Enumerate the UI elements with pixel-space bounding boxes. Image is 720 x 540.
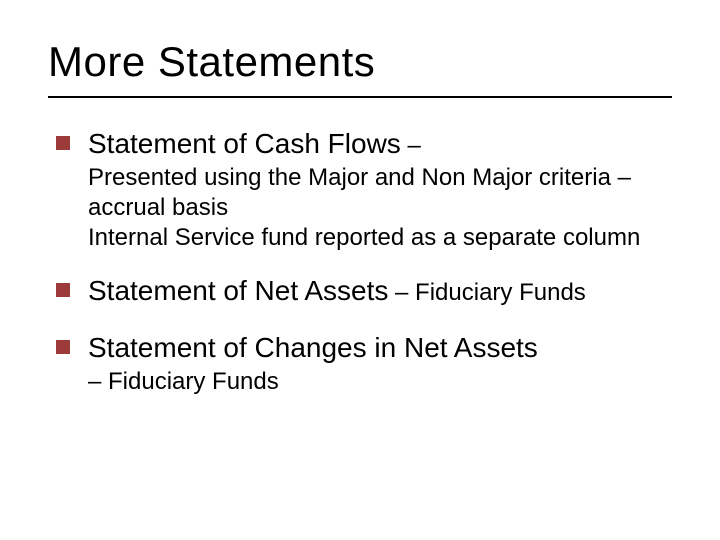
bullet-continuation: Presented using the Major and Non Major … [88,163,672,253]
bullet-item: Statement of Cash Flows – Presented usin… [48,126,672,253]
bullet-sub-inline: – Fiduciary Funds [388,279,585,306]
bullet-body: Statement of Net Assets – Fiduciary Fund… [88,273,672,310]
slide: More Statements Statement of Cash Flows … [0,0,720,540]
bullet-lead: Statement of Net Assets [88,275,388,306]
bullet-lead: Statement of Cash Flows [88,128,401,159]
bullet-sub-inline: – [401,132,421,159]
bullet-continuation: – Fiduciary Funds [88,367,672,397]
bullet-body: Statement of Cash Flows – Presented usin… [88,126,672,253]
square-bullet-icon [56,136,70,150]
bullet-item: Statement of Net Assets – Fiduciary Fund… [48,273,672,310]
square-bullet-icon [56,340,70,354]
bullet-item: Statement of Changes in Net Assets – Fid… [48,330,672,397]
slide-title: More Statements [48,38,672,86]
square-bullet-icon [56,283,70,297]
bullet-lead: Statement of Changes in Net Assets [88,332,538,363]
title-rule [48,96,672,98]
bullet-body: Statement of Changes in Net Assets – Fid… [88,330,672,397]
